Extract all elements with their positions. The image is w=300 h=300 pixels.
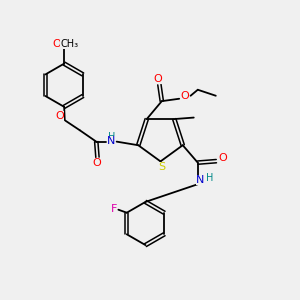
Text: O: O	[56, 111, 64, 122]
Text: O: O	[52, 39, 61, 49]
Text: CH₃: CH₃	[60, 39, 78, 49]
Text: N: N	[107, 136, 116, 146]
Text: F: F	[111, 203, 117, 214]
Text: O: O	[153, 74, 162, 84]
Text: H: H	[108, 132, 115, 142]
Text: O: O	[181, 91, 189, 101]
Text: N: N	[196, 175, 204, 185]
Text: S: S	[158, 162, 165, 172]
Text: H: H	[206, 172, 213, 183]
Text: O: O	[218, 153, 227, 163]
Text: O: O	[93, 158, 101, 168]
